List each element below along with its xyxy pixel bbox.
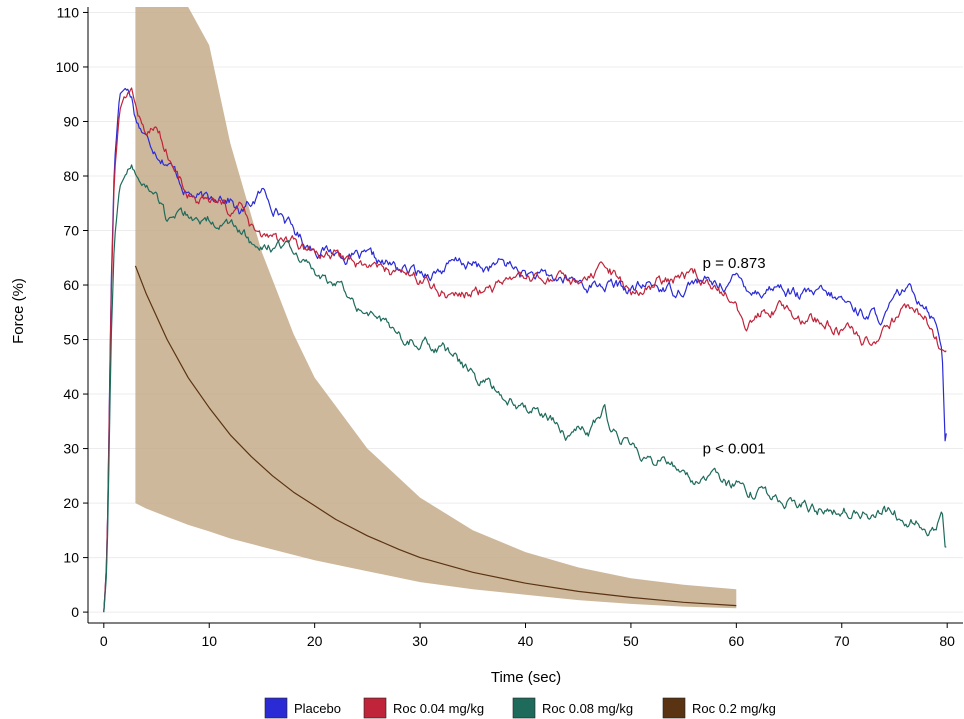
legend-label: Roc 0.04 mg/kg xyxy=(393,701,484,716)
y-axis-title: Force (%) xyxy=(10,278,27,344)
y-tick-label: 50 xyxy=(63,332,79,348)
series-line-3 xyxy=(134,265,737,607)
p-value-annotation: p < 0.001 xyxy=(703,441,766,458)
x-tick-label: 70 xyxy=(834,633,850,649)
x-tick-label: 0 xyxy=(100,633,108,649)
x-tick-label: 80 xyxy=(939,633,955,649)
series-line-0 xyxy=(103,87,947,613)
x-tick-label: 50 xyxy=(623,633,639,649)
legend-swatch xyxy=(363,697,387,719)
y-tick-label: 60 xyxy=(63,277,79,293)
legend-label: Roc 0.2 mg/kg xyxy=(692,701,776,716)
y-tick-label: 20 xyxy=(63,495,79,511)
x-tick-label: 10 xyxy=(201,633,217,649)
y-tick-label: 40 xyxy=(63,386,79,402)
legend-swatch xyxy=(264,697,288,719)
legend-swatch xyxy=(662,697,686,719)
y-tick-label: 110 xyxy=(57,4,80,20)
p-value-annotation: p = 0.873 xyxy=(703,255,766,272)
axes: 0 10 20 30 40 50 60 70 80 90 100 110 0 10 20 30 40 50 60 70… xyxy=(56,4,963,649)
series-line-1 xyxy=(103,87,947,613)
legend-label: Roc 0.08 mg/kg xyxy=(542,701,633,716)
legend-label: Placebo xyxy=(294,701,341,716)
confidence-band xyxy=(135,7,737,609)
y-tick-label: 100 xyxy=(56,59,80,75)
x-axis-title: Time (sec) xyxy=(491,669,561,686)
x-tick-label: 60 xyxy=(729,633,745,649)
confidence-band-layer xyxy=(135,7,737,609)
series-layer xyxy=(103,87,947,613)
y-tick-label: 80 xyxy=(63,168,79,184)
series-line-2 xyxy=(103,164,947,613)
y-tick-label: 30 xyxy=(63,441,79,457)
y-tick-label: 0 xyxy=(71,604,79,620)
annotations: p = 0.873 p < 0.001 xyxy=(703,255,766,457)
legend-swatch xyxy=(512,697,536,719)
y-tick-label: 90 xyxy=(63,113,79,129)
y-tick-label: 10 xyxy=(63,550,79,566)
x-tick-label: 40 xyxy=(518,633,534,649)
legend: Placebo Roc 0.04 mg/kg Roc 0.08 mg/kg Roc 0… xyxy=(264,697,776,719)
x-tick-label: 30 xyxy=(412,633,428,649)
x-tick-label: 20 xyxy=(307,633,323,649)
y-tick-label: 70 xyxy=(63,223,79,239)
